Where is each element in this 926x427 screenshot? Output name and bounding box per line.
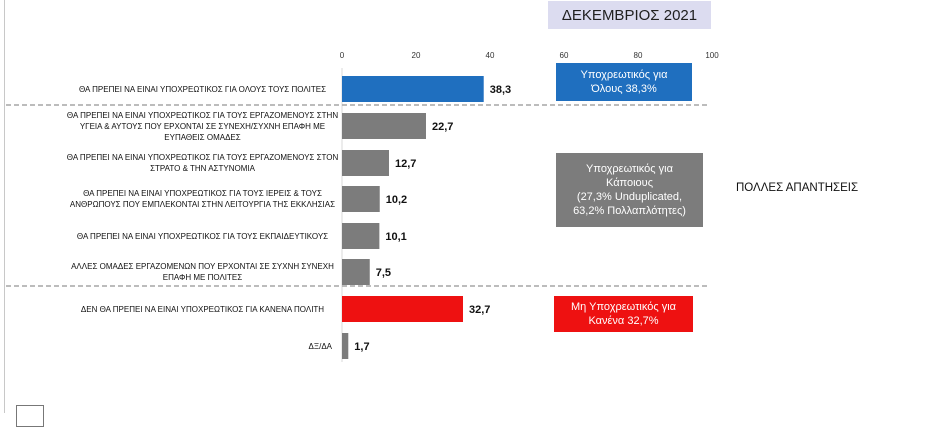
annotation-all-line1: Υποχρεωτικός για — [580, 69, 668, 81]
category-label: ΘΑ ΠΡΕΠΕΙ ΝΑ ΕΙΝΑΙ ΥΠΟΧΡΕΩΤΙΚΟΣ ΓΙΑ ΤΟΥΣ… — [69, 189, 336, 209]
corner-checkbox[interactable] — [16, 405, 44, 427]
annotation-some-line4: 63,2% Πολλαπλότητες) — [573, 205, 686, 217]
category-label: ΘΑ ΠΡΕΠΕΙ ΝΑ ΕΙΝΑΙ ΥΠΟΧΡΕΩΤΙΚΟΣ ΓΙΑ ΤΟΥΣ… — [76, 231, 329, 241]
bar — [342, 150, 389, 176]
x-tick-label: 40 — [486, 51, 495, 60]
bar — [342, 259, 370, 285]
annotation-some-line1: Υποχρεωτικός για — [586, 163, 673, 175]
x-tick-label: 80 — [634, 51, 643, 60]
bar — [342, 186, 380, 212]
chart-period-title: ΔΕΚΕΜΒΡΙΟΣ 2021 — [548, 1, 711, 29]
annotation-all: Υποχρεωτικός για Όλους 38,3% — [556, 63, 692, 101]
annotation-some-line2: Κάποιους — [606, 177, 653, 189]
category-label: ΔΞ/ΔΑ — [308, 341, 332, 351]
data-label: 32,7 — [469, 304, 490, 316]
category-label: ΔΕΝ ΘΑ ΠΡΕΠΕΙ ΝΑ ΕΙΝΑΙ ΥΠΟΧΡΕΩΤΙΚΟΣ ΓΙΑ … — [80, 304, 325, 314]
annotation-none-line1: Μη Υποχρεωτικός για — [570, 301, 677, 313]
data-label: 22,7 — [432, 121, 453, 133]
category-label: ΘΑ ΠΡΕΠΕΙ ΝΑ ΕΙΝΑΙ ΥΠΟΧΡΕΩΤΙΚΟΣ ΓΙΑ ΤΟΥΣ… — [66, 153, 339, 173]
data-label: 12,7 — [395, 158, 416, 170]
category-label: ΑΛΛΕΣ ΟΜΑΔΕΣ ΕΡΓΑΖΟΜΕΝΩΝ ΠΟΥ ΕΡΧΟΝΤΑΙ ΣΕ… — [71, 262, 334, 282]
category-label: ΘΑ ΠΡΕΠΕΙ ΝΑ ΕΙΝΑΙ ΥΠΟΧΡΕΩΤΙΚΟΣ ΓΙΑ ΤΟΥΣ… — [66, 110, 339, 142]
annotation-some: Υποχρεωτικός για Κάποιους (27,3% Undupli… — [556, 153, 703, 227]
bar — [342, 223, 380, 249]
multiple-answers-note: ΠΟΛΛΕΣ ΑΠΑΝΤΗΣΕΙΣ — [736, 182, 859, 194]
data-label: 1,7 — [354, 341, 369, 353]
bar-chart: 0 20 40 60 80 100 38,3 22,7 12,7 10,2 10,1 7,5 32,7 1… — [6, 51, 719, 362]
bar — [342, 296, 463, 322]
data-label: 10,2 — [386, 194, 407, 206]
annotation-none: Μη Υποχρεωτικός για Κανένα 32,7% — [554, 296, 693, 332]
data-label: 10,1 — [385, 231, 406, 243]
x-tick-label: 20 — [412, 51, 421, 60]
bar — [342, 76, 484, 102]
data-label: 38,3 — [490, 84, 511, 96]
data-label: 7,5 — [376, 267, 391, 279]
frame-border — [4, 0, 5, 413]
annotation-none-line2: Κανένα 32,7% — [588, 315, 659, 327]
bar — [342, 333, 349, 359]
annotation-all-line2: Όλους 38,3% — [591, 83, 657, 95]
x-tick-label: 100 — [705, 51, 719, 60]
x-tick-label: 60 — [560, 51, 569, 60]
annotation-some-line3: (27,3% Unduplicated, — [576, 191, 683, 203]
category-label: ΘΑ ΠΡΕΠΕΙ ΝΑ ΕΙΝΑΙ ΥΠΟΧΡΕΩΤΙΚΟΣ ΓΙΑ ΟΛΟΥ… — [78, 84, 327, 94]
x-tick-label: 0 — [340, 51, 345, 60]
bar — [342, 113, 426, 139]
